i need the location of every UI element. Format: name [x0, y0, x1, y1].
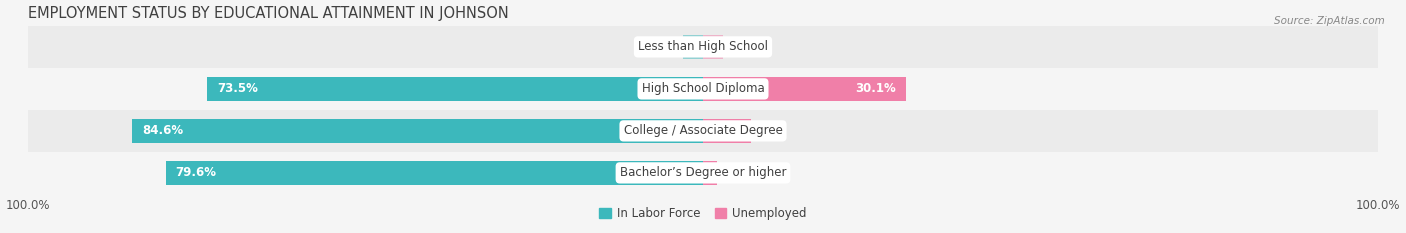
Bar [703, 119, 751, 143]
Text: 79.6%: 79.6% [176, 166, 217, 179]
Text: 73.5%: 73.5% [217, 82, 257, 95]
Text: 0.0%: 0.0% [643, 40, 672, 53]
Text: EMPLOYMENT STATUS BY EDUCATIONAL ATTAINMENT IN JOHNSON: EMPLOYMENT STATUS BY EDUCATIONAL ATTAINM… [28, 6, 509, 21]
Bar [28, 110, 1378, 152]
Text: Source: ZipAtlas.com: Source: ZipAtlas.com [1274, 16, 1385, 26]
Bar [28, 68, 1378, 110]
Bar [703, 77, 907, 101]
Bar [703, 161, 717, 185]
Bar [703, 35, 723, 59]
Bar [28, 152, 1378, 194]
Bar [166, 161, 703, 185]
Text: 7.1%: 7.1% [709, 124, 741, 137]
Bar [132, 119, 703, 143]
Text: 30.1%: 30.1% [855, 82, 896, 95]
Text: High School Diploma: High School Diploma [641, 82, 765, 95]
Legend: In Labor Force, Unemployed: In Labor Force, Unemployed [595, 202, 811, 225]
Text: College / Associate Degree: College / Associate Degree [624, 124, 782, 137]
Text: 84.6%: 84.6% [142, 124, 183, 137]
Text: Bachelor’s Degree or higher: Bachelor’s Degree or higher [620, 166, 786, 179]
Text: 0.0%: 0.0% [734, 40, 763, 53]
Bar [683, 35, 703, 59]
Text: Less than High School: Less than High School [638, 40, 768, 53]
Bar [28, 26, 1378, 68]
Text: 2.0%: 2.0% [673, 166, 706, 179]
Bar [207, 77, 703, 101]
